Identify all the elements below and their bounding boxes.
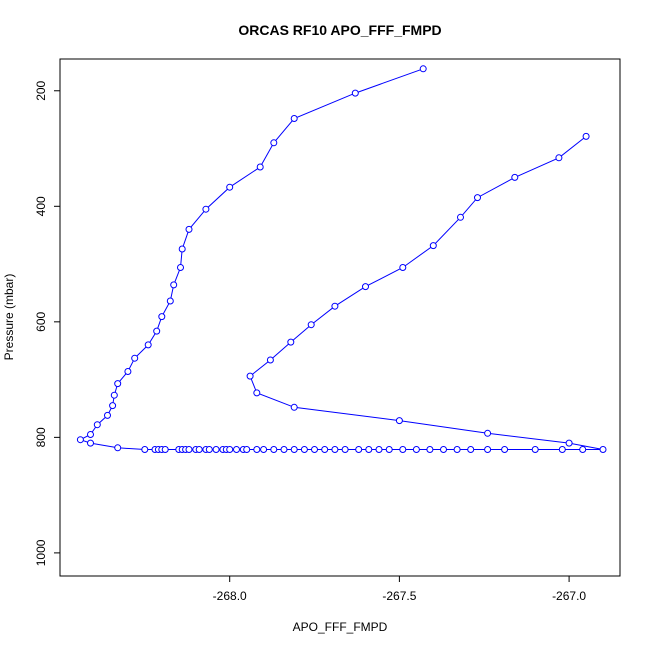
data-point (555, 154, 563, 162)
y-tick-label: 600 (34, 312, 48, 332)
x-tick-label: -267.0 (552, 589, 586, 603)
data-point (243, 446, 251, 453)
data-point (202, 205, 210, 213)
data-point (365, 446, 373, 453)
x-axis-label: APO_FFF_FMPD (293, 620, 388, 634)
data-point (399, 446, 407, 453)
data-point (158, 313, 166, 321)
data-point (351, 89, 359, 97)
data-point (457, 213, 464, 221)
y-tick-label: 1000 (34, 539, 48, 566)
data-point (321, 446, 329, 453)
data-point (185, 446, 193, 453)
data-point (124, 368, 132, 375)
data-point (375, 446, 383, 453)
data-point (429, 242, 437, 250)
data-point (195, 446, 203, 453)
data-point (270, 139, 278, 147)
data-point (161, 446, 169, 453)
data-point (565, 439, 573, 447)
data-point (385, 446, 393, 453)
data-point (331, 302, 339, 310)
data-point (290, 115, 298, 122)
y-tick-label: 200 (34, 80, 48, 100)
x-axis: -268.0 -267.5 -267.0 (213, 576, 586, 603)
data-point (311, 446, 318, 453)
data-point (331, 446, 339, 453)
data-point (87, 431, 94, 438)
data-point (307, 321, 315, 329)
data-point (579, 446, 587, 453)
data-point (440, 446, 447, 453)
data-point (355, 446, 363, 453)
data-point (110, 391, 118, 399)
data-point (467, 446, 475, 453)
data-point (114, 380, 122, 388)
data-point (399, 264, 407, 271)
data-point (87, 439, 94, 447)
data-point (266, 356, 274, 364)
data-point (395, 417, 403, 425)
data-point (76, 436, 84, 444)
data-point (178, 245, 186, 253)
data-point (511, 173, 519, 181)
data-point (177, 264, 184, 271)
data-point (270, 446, 278, 453)
data-point (205, 446, 213, 453)
data-point (531, 446, 539, 453)
y-axis: 200 400 600 800 1000 (34, 80, 60, 566)
data-point (501, 446, 509, 453)
data-point (453, 446, 461, 453)
data-point (93, 421, 101, 429)
data-point (474, 194, 481, 202)
x-tick-label: -267.5 (382, 589, 416, 603)
data-point (226, 446, 234, 453)
y-axis-label: Pressure (mbar) (2, 274, 16, 361)
data-point (362, 283, 369, 291)
data-point (166, 297, 174, 305)
data-point (253, 389, 261, 397)
data-point (290, 446, 298, 453)
data-point (419, 65, 427, 73)
data-point (599, 446, 607, 453)
data-point (109, 402, 117, 410)
data-point (212, 446, 220, 453)
data-point (253, 446, 261, 453)
data-point (233, 446, 240, 453)
x-tick-label: -268.0 (213, 589, 247, 603)
data-point (114, 444, 122, 452)
data-point (426, 446, 434, 453)
data-point (558, 446, 566, 453)
data-point (290, 403, 298, 411)
data-point (104, 411, 111, 419)
data-point (260, 446, 268, 453)
series-layer (76, 65, 607, 453)
chart-title: ORCAS RF10 APO_FFF_FMPD (238, 22, 441, 38)
data-point (484, 446, 492, 453)
data-point (341, 446, 349, 453)
data-point (287, 338, 295, 346)
series-line (79, 68, 604, 450)
data-point (484, 429, 492, 437)
data-point (153, 327, 161, 335)
data-point (141, 446, 149, 453)
y-tick-label: 800 (34, 427, 48, 447)
data-point (170, 281, 178, 289)
data-point (256, 163, 264, 171)
y-tick-label: 400 (34, 196, 48, 216)
data-point (412, 446, 420, 453)
data-point (280, 446, 288, 453)
data-point (300, 446, 308, 453)
data-point (246, 372, 254, 380)
data-point (226, 183, 234, 191)
data-point (582, 132, 590, 140)
data-point (144, 341, 152, 349)
data-point (131, 354, 139, 362)
data-point (185, 225, 193, 233)
plot-frame (59, 58, 621, 577)
